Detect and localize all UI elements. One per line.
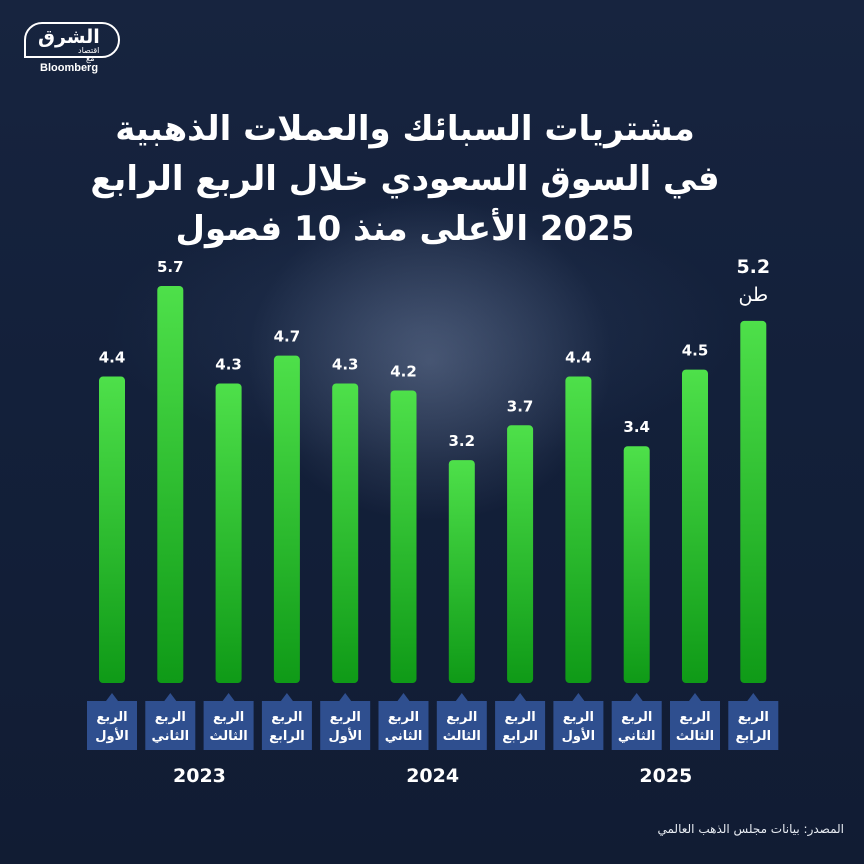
quarter-label-line2: الثاني <box>152 729 190 744</box>
logo-name: الشرق <box>38 26 100 48</box>
bar-value-label: 4.4 <box>565 349 592 367</box>
bar <box>390 390 417 683</box>
bar <box>623 446 650 683</box>
bar <box>448 460 475 683</box>
bar <box>332 383 359 683</box>
quarter-tag <box>145 693 196 750</box>
logo-with: مع <box>86 54 95 63</box>
bar <box>157 286 184 683</box>
quarter-label-line2: الأول <box>562 727 596 744</box>
quarter-label-line2: الثالث <box>210 729 248 744</box>
quarter-label-line2: الثالث <box>676 729 714 744</box>
quarter-label-line1: الربع <box>505 710 536 725</box>
quarter-label-line2: الرابع <box>502 729 538 744</box>
bar <box>682 369 708 683</box>
quarter-label-line1: الربع <box>96 710 127 725</box>
bar <box>507 425 534 683</box>
quarter-label-line1: الربع <box>738 710 769 725</box>
quarter-tag <box>611 693 662 750</box>
quarter-label-line2: الثالث <box>443 729 481 744</box>
bar-value-label: 4.4 <box>99 349 126 367</box>
quarter-label-line1: الربع <box>330 710 361 725</box>
quarter-label-line2: الرابع <box>735 729 771 744</box>
chart-title: مشتريات السبائك والعملات الذهبية في السو… <box>60 104 750 254</box>
quarter-tag <box>320 693 371 750</box>
bar-value-label: 3.7 <box>507 397 534 415</box>
quarter-label-line1: الربع <box>155 710 186 725</box>
logo-partner: Bloomberg <box>40 62 99 74</box>
bar-value-label: 3.4 <box>623 418 650 436</box>
quarter-label-line2: الأول <box>95 727 129 744</box>
quarter-label-line1: الربع <box>271 710 302 725</box>
quarter-tag <box>495 693 546 750</box>
quarter-label-line1: الربع <box>679 710 710 725</box>
quarter-label-line1: الربع <box>563 710 594 725</box>
title-line-3: 2025 الأعلى منذ 10 فصول <box>175 209 635 249</box>
quarter-label-line1: الربع <box>621 710 652 725</box>
bar-value-label: 4.3 <box>215 356 242 374</box>
quarter-label-line2: الرابع <box>269 729 305 744</box>
quarter-tag <box>436 693 487 750</box>
bar <box>215 383 242 683</box>
bar-value-label: 4.7 <box>274 328 301 346</box>
bar-value-label: 4.2 <box>390 362 417 380</box>
quarter-label-line1: الربع <box>388 710 419 725</box>
quarter-label-line2: الثاني <box>618 729 656 744</box>
quarter-tag <box>203 693 254 750</box>
quarter-label-line1: الربع <box>213 710 244 725</box>
unit-label: طن <box>739 284 769 306</box>
bar <box>740 320 767 683</box>
bar-value-label: 4.5 <box>682 342 709 360</box>
quarter-tag <box>378 693 429 750</box>
bar-value-label: 3.2 <box>449 432 476 450</box>
logo-sub: اقتصاد <box>78 46 100 55</box>
bar <box>273 355 300 683</box>
logo-frame <box>24 22 120 58</box>
bar-value-label: 5.7 <box>157 258 184 276</box>
asharq-bloomberg-logo: الشرق اقتصاد مع Bloomberg <box>24 22 122 78</box>
quarter-label-line1: الربع <box>446 710 477 725</box>
quarter-label-line2: الثاني <box>385 729 423 744</box>
bar <box>99 376 125 683</box>
title-line-2: في السوق السعودي خلال الربع الرابع <box>90 159 720 199</box>
quarter-label-line2: الأول <box>328 727 362 744</box>
bar <box>565 376 592 683</box>
year-label: 2024 <box>406 765 459 787</box>
quarter-tag <box>87 693 137 750</box>
title-line-1: مشتريات السبائك والعملات الذهبية <box>115 109 695 149</box>
quarter-tag <box>670 693 720 750</box>
year-label: 2023 <box>173 765 226 787</box>
quarter-tag <box>553 693 604 750</box>
bar-value-label: 5.2 <box>736 256 770 278</box>
bar-value-label: 4.3 <box>332 356 359 374</box>
quarter-tag <box>728 693 779 750</box>
quarter-tag <box>261 693 312 750</box>
year-label: 2025 <box>639 765 692 787</box>
source-note: المصدر: بيانات مجلس الذهب العالمي <box>657 822 844 836</box>
